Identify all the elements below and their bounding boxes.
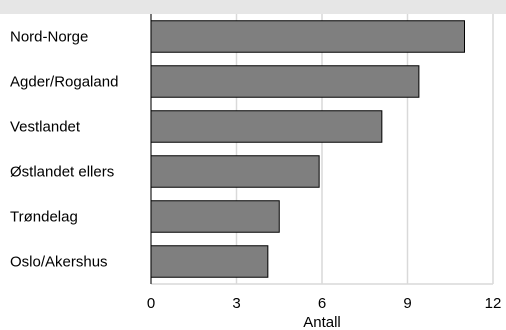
bars [150,14,465,284]
bar-3 [150,155,320,188]
x-tick-label-9: 9 [403,295,411,312]
category-label-3: Østlandet ellers [10,164,114,181]
category-labels: Nord-Norge Agder/Rogaland Vestlandet Østlan… [10,29,118,271]
grid-lines [150,14,494,285]
category-label-4: Trøndelag [10,209,78,226]
x-tick-label-3: 3 [232,295,240,312]
bar-0 [150,20,465,53]
x-axis-title: Antall [303,314,341,330]
x-tick-labels: 0 3 6 9 12 [147,295,502,312]
bar-5 [150,245,269,278]
x-tick-label-6: 6 [318,295,326,312]
category-label-5: Oslo/Akershus [10,254,108,271]
bar-2 [150,110,383,143]
bar-4 [150,200,280,233]
x-tick-label-0: 0 [147,295,155,312]
category-label-2: Vestlandet [10,119,81,136]
header-band [0,0,506,14]
x-tick-label-12: 12 [485,295,502,312]
bar-1 [150,65,420,98]
category-label-0: Nord-Norge [10,29,88,46]
category-label-1: Agder/Rogaland [10,74,118,91]
